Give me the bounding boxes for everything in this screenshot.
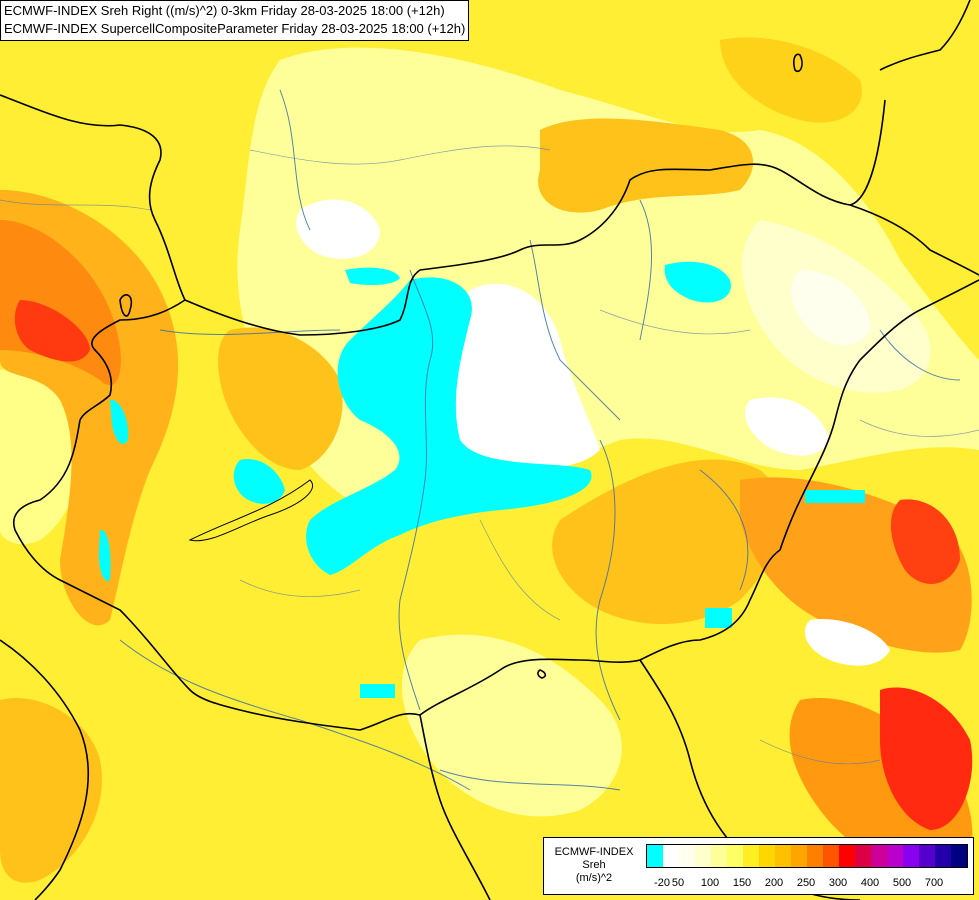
legend-swatch-8 (775, 845, 791, 867)
lake-balaton (188, 479, 313, 542)
legend-swatch-5 (727, 845, 743, 867)
legend-tick-9: 700 (924, 877, 944, 889)
field-cyan-small4 (360, 684, 395, 698)
legend-tick-6: 300 (828, 877, 848, 889)
field-white-north (296, 199, 380, 259)
field-red-se (880, 687, 973, 830)
legend-swatch-1 (663, 845, 679, 867)
field-orange-north (538, 118, 754, 213)
field-light-west (0, 367, 83, 545)
region-borders (0, 145, 979, 765)
field-cyan-small8 (98, 529, 111, 581)
legend-tick-labels: -20 50 100 150 200 250 300 400 500 700 (646, 876, 972, 890)
legend-swatch-4 (711, 845, 727, 867)
legend-swatch-16 (903, 845, 919, 867)
legend-tick-7: 400 (860, 877, 880, 889)
field-light-ne2 (791, 270, 870, 345)
legend-swatch-12 (839, 845, 855, 867)
field-white-center (449, 283, 600, 470)
field-orange-center (218, 327, 343, 470)
title-line-2: ECMWF-INDEX SupercellCompositeParameter … (4, 21, 466, 36)
legend-swatch-0 (647, 845, 663, 867)
legend-swatch-7 (759, 845, 775, 867)
field-cyan-small5 (705, 608, 732, 628)
legend-tick-3: 150 (732, 877, 752, 889)
legend-swatch-9 (791, 845, 807, 867)
legend-swatch-6 (743, 845, 759, 867)
legend-swatch-15 (887, 845, 903, 867)
color-legend: ECMWF-INDEX Sreh (m/s)^2 -20 50 100 150 200 2… (543, 837, 974, 895)
legend-swatch-2 (679, 845, 695, 867)
legend-tick-8: 500 (892, 877, 912, 889)
field-orange-ne (720, 37, 862, 123)
field-red-se2 (890, 499, 960, 584)
field-orange-sw (0, 698, 102, 883)
field-white-se (804, 619, 890, 666)
legend-tick-1: 50 (671, 877, 685, 889)
legend-swatch-10 (807, 845, 823, 867)
field-cyan-small2 (664, 261, 731, 303)
field-cyan-small1 (233, 459, 285, 504)
legend-tick-2: 100 (700, 877, 720, 889)
legend-variable: Sreh (582, 859, 606, 871)
legend-tick-5: 250 (796, 877, 816, 889)
legend-swatch-13 (855, 845, 871, 867)
legend-swatch-3 (695, 845, 711, 867)
field-light-se (401, 634, 622, 817)
legend-unit: (m/s)^2 (575, 872, 613, 884)
legend-swatch-19 (951, 845, 967, 867)
field-white-east (745, 397, 830, 456)
field-cyan-main (306, 277, 592, 575)
field-cyan-small3 (345, 267, 400, 286)
field-orange-se2 (789, 698, 973, 880)
field-red-west (14, 300, 90, 362)
field-cyan-small6 (110, 399, 129, 445)
legend-colorbar (646, 844, 968, 868)
legend-swatch-18 (935, 845, 951, 867)
legend-label: ECMWF-INDEX Sreh (m/s)^2 (546, 846, 642, 885)
legend-tick-0: -20 (654, 877, 670, 889)
map-title-box: ECMWF-INDEX Sreh Right ((m/s)^2) 0-3km F… (0, 0, 470, 41)
legend-tick-4: 200 (764, 877, 784, 889)
field-cyan-small7 (805, 490, 865, 503)
legend-swatch-14 (871, 845, 887, 867)
legend-source: ECMWF-INDEX (554, 846, 634, 858)
title-line-1: ECMWF-INDEX Sreh Right ((m/s)^2) 0-3km F… (4, 3, 445, 18)
legend-swatch-11 (823, 845, 839, 867)
legend-swatch-17 (919, 845, 935, 867)
field-orange-mid (552, 459, 782, 624)
rivers (119, 89, 961, 791)
